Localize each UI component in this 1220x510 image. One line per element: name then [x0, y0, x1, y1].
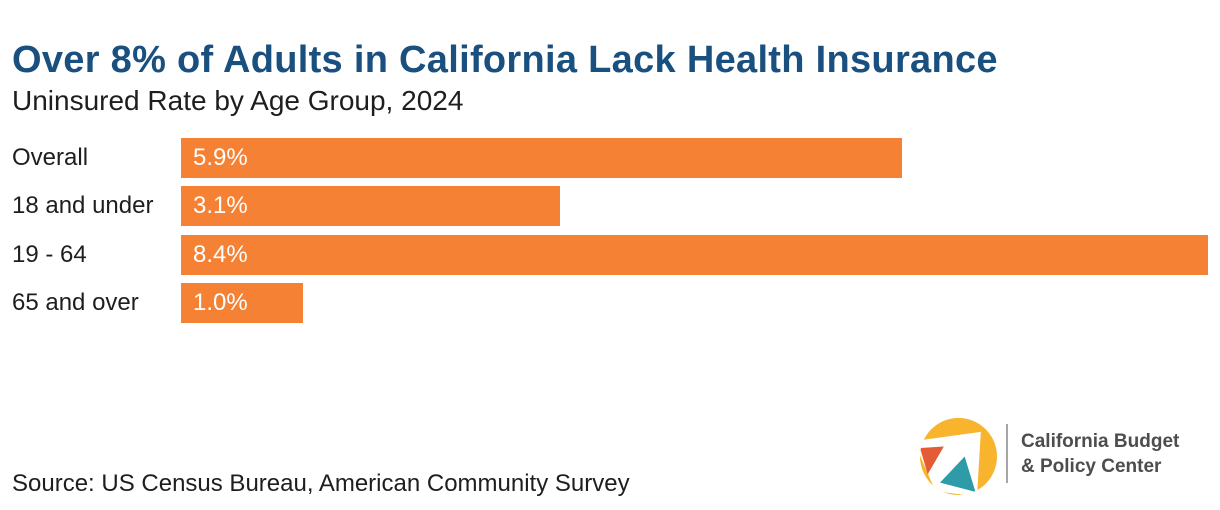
logo-text-line1: California Budget — [1021, 431, 1180, 452]
category-label: 19 - 64 — [12, 240, 87, 268]
category-label: Overall — [12, 144, 89, 171]
chart-row: Overall 5.9% — [0, 138, 1220, 178]
value-label: 5.9% — [193, 144, 248, 171]
bar: 5.9% — [181, 138, 902, 178]
value-label: 1.0% — [193, 288, 248, 316]
logo-text: California Budget & Policy Center — [1021, 429, 1179, 479]
logo-text-line2: & Policy Center — [1021, 456, 1162, 477]
chart-row: 18 and under 3.1% — [0, 186, 1220, 227]
chart-row: 19 - 64 8.4% — [0, 234, 1220, 275]
cbpc-logo-icon — [920, 418, 997, 495]
logo-orange-triangle — [920, 446, 944, 475]
bar: 3.1% — [181, 186, 560, 227]
category-label: 65 and over — [12, 288, 139, 316]
bar: 1.0% — [181, 282, 303, 323]
bar-chart: Overall 5.9% 18 and under 3.1% 19 - 64 8.4% 65… — [0, 138, 1220, 324]
value-label: 8.4% — [193, 240, 248, 268]
value-label: 3.1% — [193, 192, 248, 220]
logo-divider — [1006, 424, 1008, 483]
chart-subtitle: Uninsured Rate by Age Group, 2024 — [12, 85, 464, 116]
source-note: Source: US Census Bureau, American Commu… — [12, 470, 630, 497]
bar: 8.4% — [181, 234, 1208, 275]
page-title: Over 8% of Adults in California Lack Hea… — [12, 39, 998, 82]
logo-teal-triangle — [940, 456, 976, 492]
chart-row: 65 and over 1.0% — [0, 282, 1220, 323]
category-label: 18 and under — [12, 192, 154, 220]
